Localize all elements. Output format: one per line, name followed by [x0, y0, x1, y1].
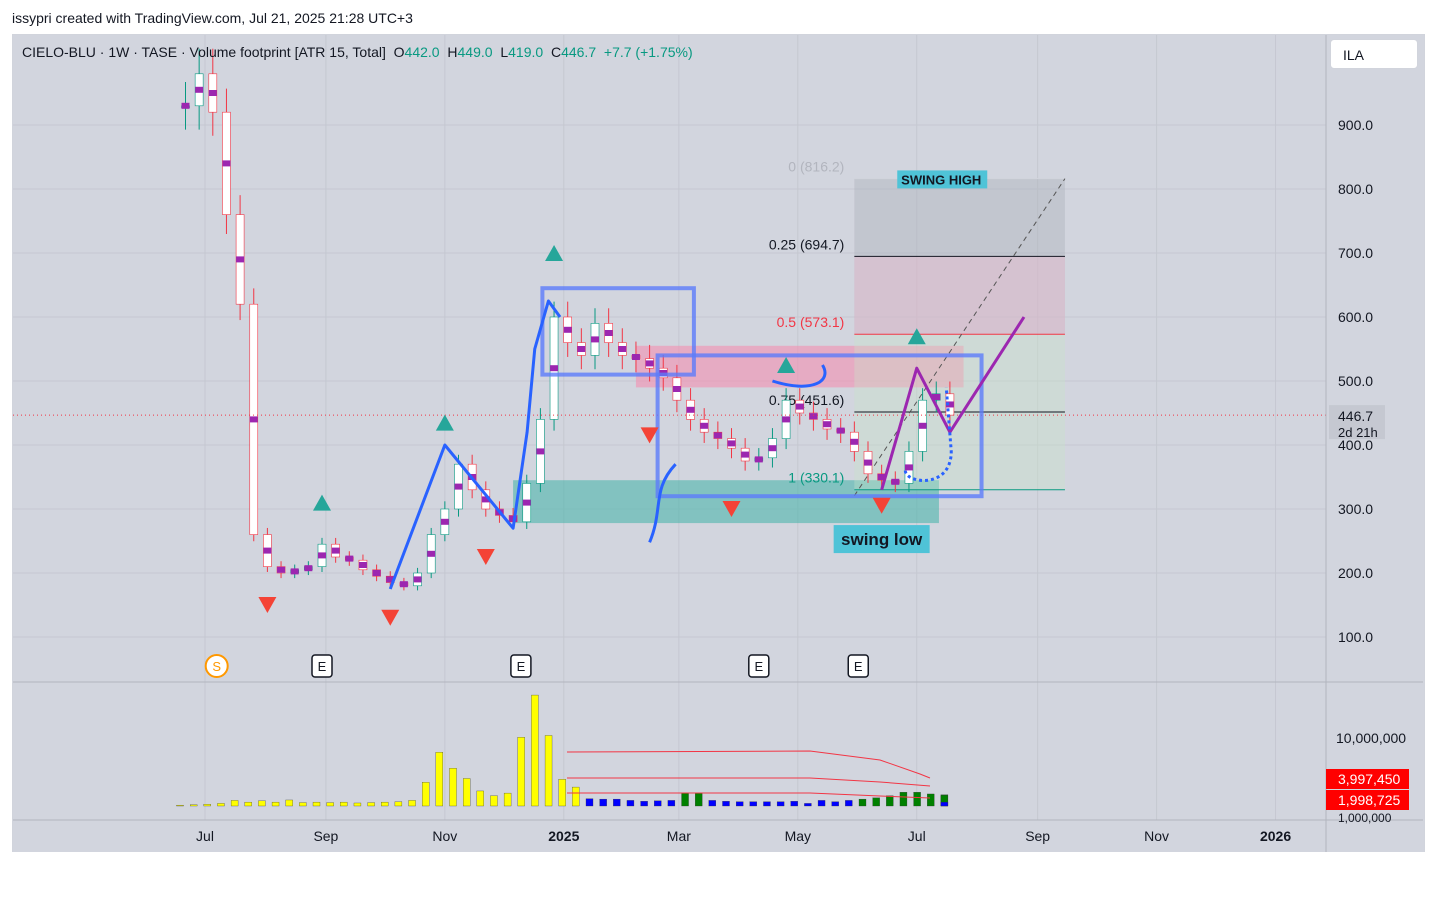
- tradingview-footer[interactable]: ▆▾ TradingView: [14, 866, 120, 885]
- chart-credit: issypri created with TradingView.com, Ju…: [12, 10, 413, 26]
- high-label: H: [447, 44, 458, 60]
- footer-brand: TradingView: [37, 866, 120, 884]
- open-label: O: [393, 44, 405, 60]
- symbol-legend[interactable]: CIELO-BLU · 1W · TASE · Volume footprint…: [22, 44, 693, 60]
- chart-frame[interactable]: [12, 34, 1425, 854]
- open-value: 442.0: [404, 44, 440, 60]
- low-value: 419.0: [508, 44, 544, 60]
- change-value: +7.7 (+1.75%): [603, 44, 693, 60]
- low-label: L: [500, 44, 509, 60]
- currency-selector[interactable]: ILA: [1330, 39, 1418, 69]
- bottom-mask: [0, 852, 1436, 897]
- symbol-name[interactable]: CIELO-BLU · 1W · TASE · Volume footprint…: [22, 44, 386, 60]
- high-value: 449.0: [457, 44, 493, 60]
- tradingview-logo-icon: ▆▾: [14, 867, 32, 884]
- close-label: C: [550, 44, 562, 60]
- close-value: 446.7: [561, 44, 597, 60]
